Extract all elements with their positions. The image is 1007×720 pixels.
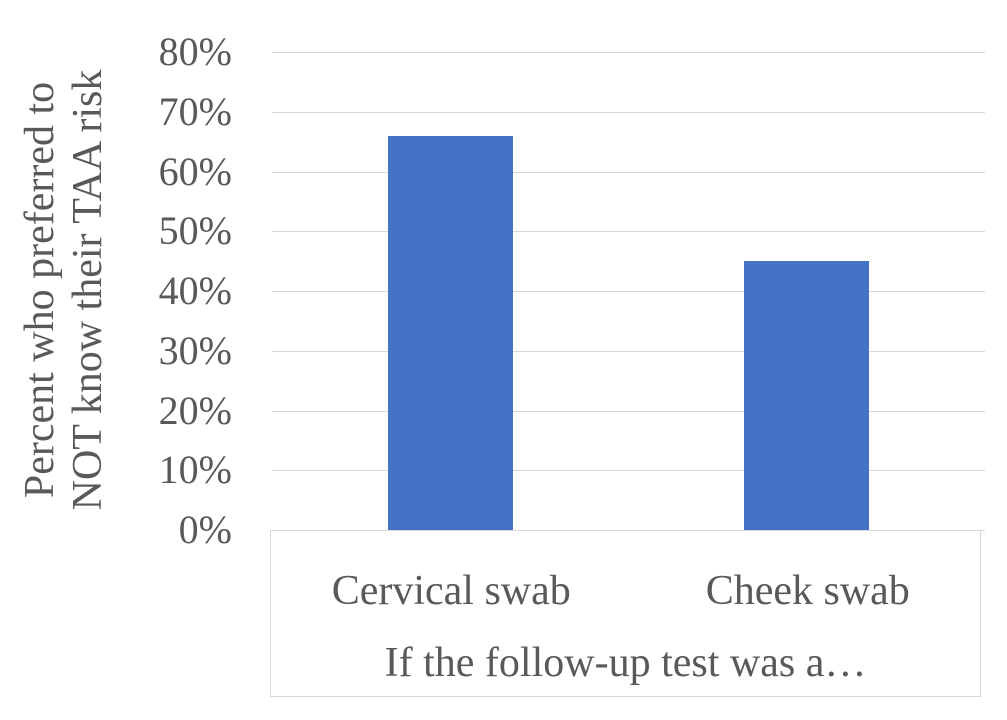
y-axis-tick-label-20: 20% xyxy=(158,387,232,433)
y-axis-tick-label-40: 40% xyxy=(158,268,232,313)
gridline-60 xyxy=(272,171,985,173)
y-axis-title-line-1: Percent who preferred to xyxy=(17,81,63,499)
gridline-50 xyxy=(272,231,985,233)
y-axis-tick-label-80: 80% xyxy=(158,29,232,74)
bar-cheek-swab xyxy=(744,261,870,530)
gridline-30 xyxy=(272,350,985,352)
category-label-cervical-swab: Cervical swab xyxy=(331,568,571,614)
gridline-20 xyxy=(272,410,985,412)
y-axis-tick-label-70: 70% xyxy=(158,88,232,134)
plot-area xyxy=(272,52,985,531)
category-label-cheek-swab: Cheek swab xyxy=(705,568,910,614)
y-axis-tick-label-0: 0% xyxy=(178,507,232,552)
y-axis-tick-label-60: 60% xyxy=(158,148,232,194)
x-axis-label-box: Cervical swab Cheek swab If the follow-up… xyxy=(270,530,981,697)
gridline-70 xyxy=(272,111,985,113)
y-axis-tick-label-10: 10% xyxy=(158,447,232,493)
gridline-10 xyxy=(272,470,985,472)
x-axis-title: If the follow-up test was a… xyxy=(384,640,867,686)
gridline-40 xyxy=(272,291,985,292)
gridline-80 xyxy=(272,52,985,53)
y-axis-tick-label-50: 50% xyxy=(158,208,232,254)
bar-cervical-swab xyxy=(387,135,513,530)
y-axis-tick-label-30: 30% xyxy=(158,327,232,373)
